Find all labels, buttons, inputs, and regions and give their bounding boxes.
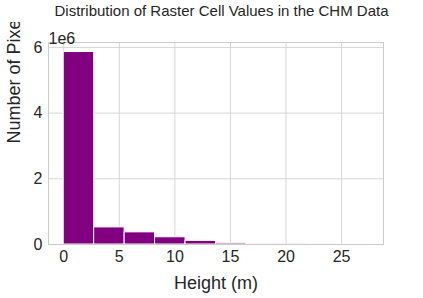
svg-text:20: 20 bbox=[277, 248, 295, 265]
svg-text:Height (m): Height (m) bbox=[174, 273, 258, 293]
svg-text:5: 5 bbox=[115, 248, 124, 265]
svg-text:0: 0 bbox=[34, 236, 43, 253]
svg-text:15: 15 bbox=[222, 248, 240, 265]
svg-text:10: 10 bbox=[166, 248, 184, 265]
svg-text:25: 25 bbox=[333, 248, 351, 265]
html-text:Distribution of Raster Cell Va: Distribution of Raster Cell Values in th… bbox=[54, 2, 389, 19]
svg-text:1e6: 1e6 bbox=[49, 30, 76, 47]
svg-text:Number of Pixels: Number of Pixels bbox=[4, 22, 24, 144]
svg-text:2: 2 bbox=[34, 170, 43, 187]
svg-text:4: 4 bbox=[34, 104, 43, 121]
svg-text:6: 6 bbox=[34, 39, 43, 56]
svg-text:0: 0 bbox=[59, 248, 68, 265]
